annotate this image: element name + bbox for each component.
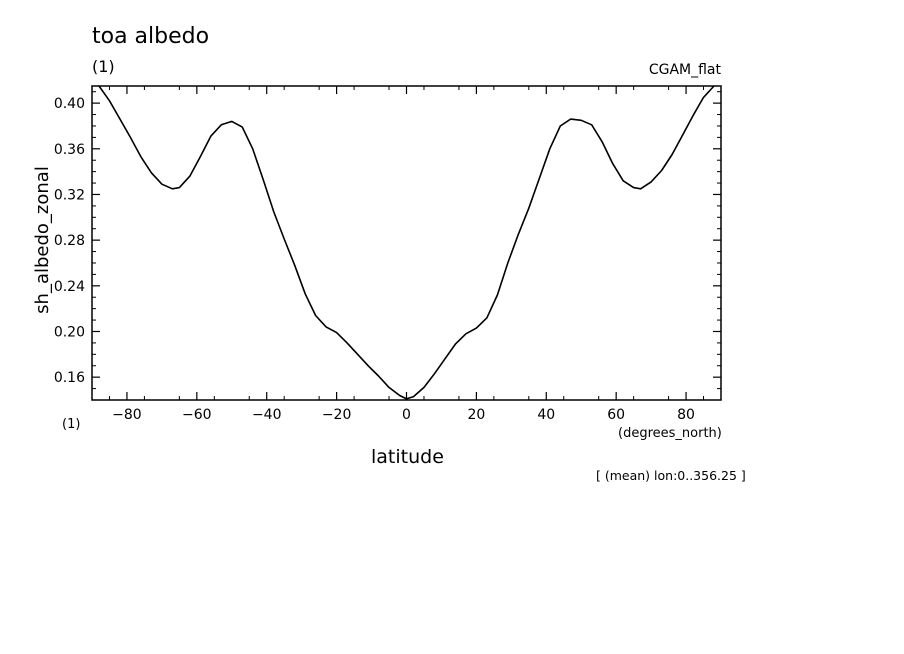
x-axis-label: latitude [371,446,444,468]
y-tick-label: 0.36 [54,142,85,158]
x-tick-label: −80 [112,407,142,423]
y-tick-label: 0.24 [54,279,85,295]
x-tick-label: 0 [402,407,411,423]
x-tick-label: 40 [537,407,555,423]
y-tick-label: 0.28 [54,233,85,249]
x-tick-label: 20 [467,407,485,423]
plot-frame [91,85,722,401]
chart-title: toa albedo [92,24,210,49]
y-tick-label: 0.40 [54,96,85,112]
y-tick-label: 0.16 [54,370,85,386]
series-line [98,85,715,400]
mean-note: [ (mean) lon:0..356.25 ] [596,468,746,483]
x-tick-label: −40 [252,407,282,423]
series-layer [98,85,715,400]
tick-labels-layer: −80 −60 −40 −20 0 20 40 60 80 0.16 0.20 0.24 0.28 0.3… [54,96,695,423]
x-tick-label: 60 [607,407,625,423]
x-tick-label: 80 [677,407,695,423]
panel-id-label: (1) [92,57,115,76]
ticks-layer [92,86,721,400]
x-tick-label: −20 [322,407,352,423]
source-label: CGAM_flat [648,62,721,78]
y-tick-label: 0.20 [54,324,85,340]
axes-layer [91,85,722,401]
y-tick-label: 0.32 [54,187,85,203]
footer-id-label: (1) [62,417,81,432]
x-axis-unit: (degrees_north) [618,426,722,441]
x-tick-label: −60 [182,407,212,423]
